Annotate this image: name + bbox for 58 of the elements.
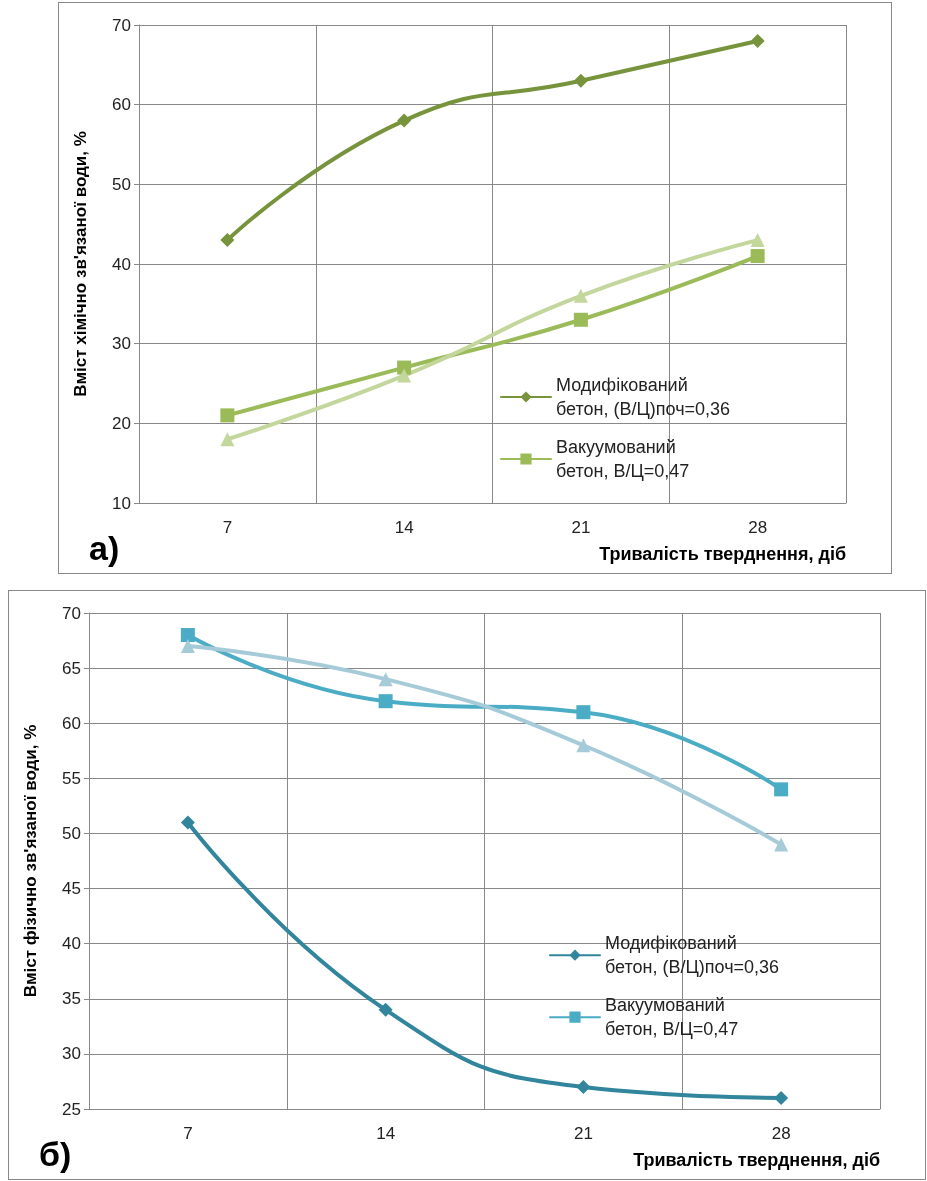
y-tick-label: 65 <box>62 658 81 678</box>
point <box>397 113 412 128</box>
y-tick-label: 55 <box>62 768 81 788</box>
y-tick-label: 10 <box>112 493 131 513</box>
point <box>774 1090 789 1105</box>
y-tick-label: 40 <box>62 934 81 954</box>
point <box>576 705 591 720</box>
y-tick-label: 60 <box>112 95 131 115</box>
y-tick-label: 60 <box>62 713 81 733</box>
legend-label: Модифікований бетон, (В/Ц)поч=0,36 <box>556 375 731 419</box>
y-tick-label: 40 <box>112 254 131 274</box>
y-tick-label: 35 <box>62 989 81 1009</box>
y-axis-title: Вміст фізично зв'язаної води, % <box>21 724 40 998</box>
point <box>397 368 412 383</box>
x-tick-label: 21 <box>571 518 591 537</box>
x-tick-label: 14 <box>376 1124 396 1143</box>
y-tick-label: 25 <box>62 1099 81 1119</box>
y-tick-label: 70 <box>62 603 81 623</box>
legend-label: Модифікований бетон, (В/Ц)поч=0,36 <box>605 933 780 978</box>
text: б) <box>39 1135 72 1173</box>
y-tick-label: 70 <box>112 15 131 35</box>
point <box>573 288 588 303</box>
y-tick-label: 20 <box>112 413 131 433</box>
point <box>750 249 765 264</box>
point <box>220 233 235 248</box>
point <box>378 1002 393 1017</box>
x-tick-label: 28 <box>748 518 768 537</box>
x-axis-title: Тривалість тверднення, діб <box>633 1150 880 1170</box>
x-tick-label: 14 <box>394 518 414 537</box>
x-tick-label: 7 <box>222 518 233 537</box>
point <box>576 1079 591 1094</box>
text: а) <box>89 529 120 567</box>
point <box>750 233 765 248</box>
point <box>378 694 393 709</box>
x-tick-label: 21 <box>573 1124 593 1143</box>
y-tick-label: 50 <box>112 174 131 194</box>
legend-label: Вакуумований бетон, В/Ц=0,47 <box>605 995 739 1040</box>
y-tick-label: 30 <box>62 1044 81 1064</box>
y-tick-label: 45 <box>62 879 81 899</box>
y-tick-label: 50 <box>62 823 81 843</box>
point <box>220 408 235 423</box>
point <box>573 312 588 327</box>
x-axis-title: Тривалість тверднення, діб <box>599 544 846 564</box>
point <box>576 738 591 753</box>
x-tick-label: 28 <box>771 1124 791 1143</box>
legend-label: Вакуумований бетон, В/Ц=0,47 <box>556 437 690 481</box>
point <box>573 73 588 88</box>
point <box>180 628 195 643</box>
y-axis-title: Вміст хімічно зв'язаної води, % <box>71 131 90 397</box>
point <box>774 837 789 852</box>
point <box>180 639 195 654</box>
point <box>378 672 393 687</box>
x-tick-label: 7 <box>183 1124 193 1143</box>
y-tick-label: 30 <box>112 334 131 354</box>
point <box>220 432 235 447</box>
point <box>750 33 765 48</box>
point <box>180 815 195 830</box>
point <box>774 782 789 797</box>
